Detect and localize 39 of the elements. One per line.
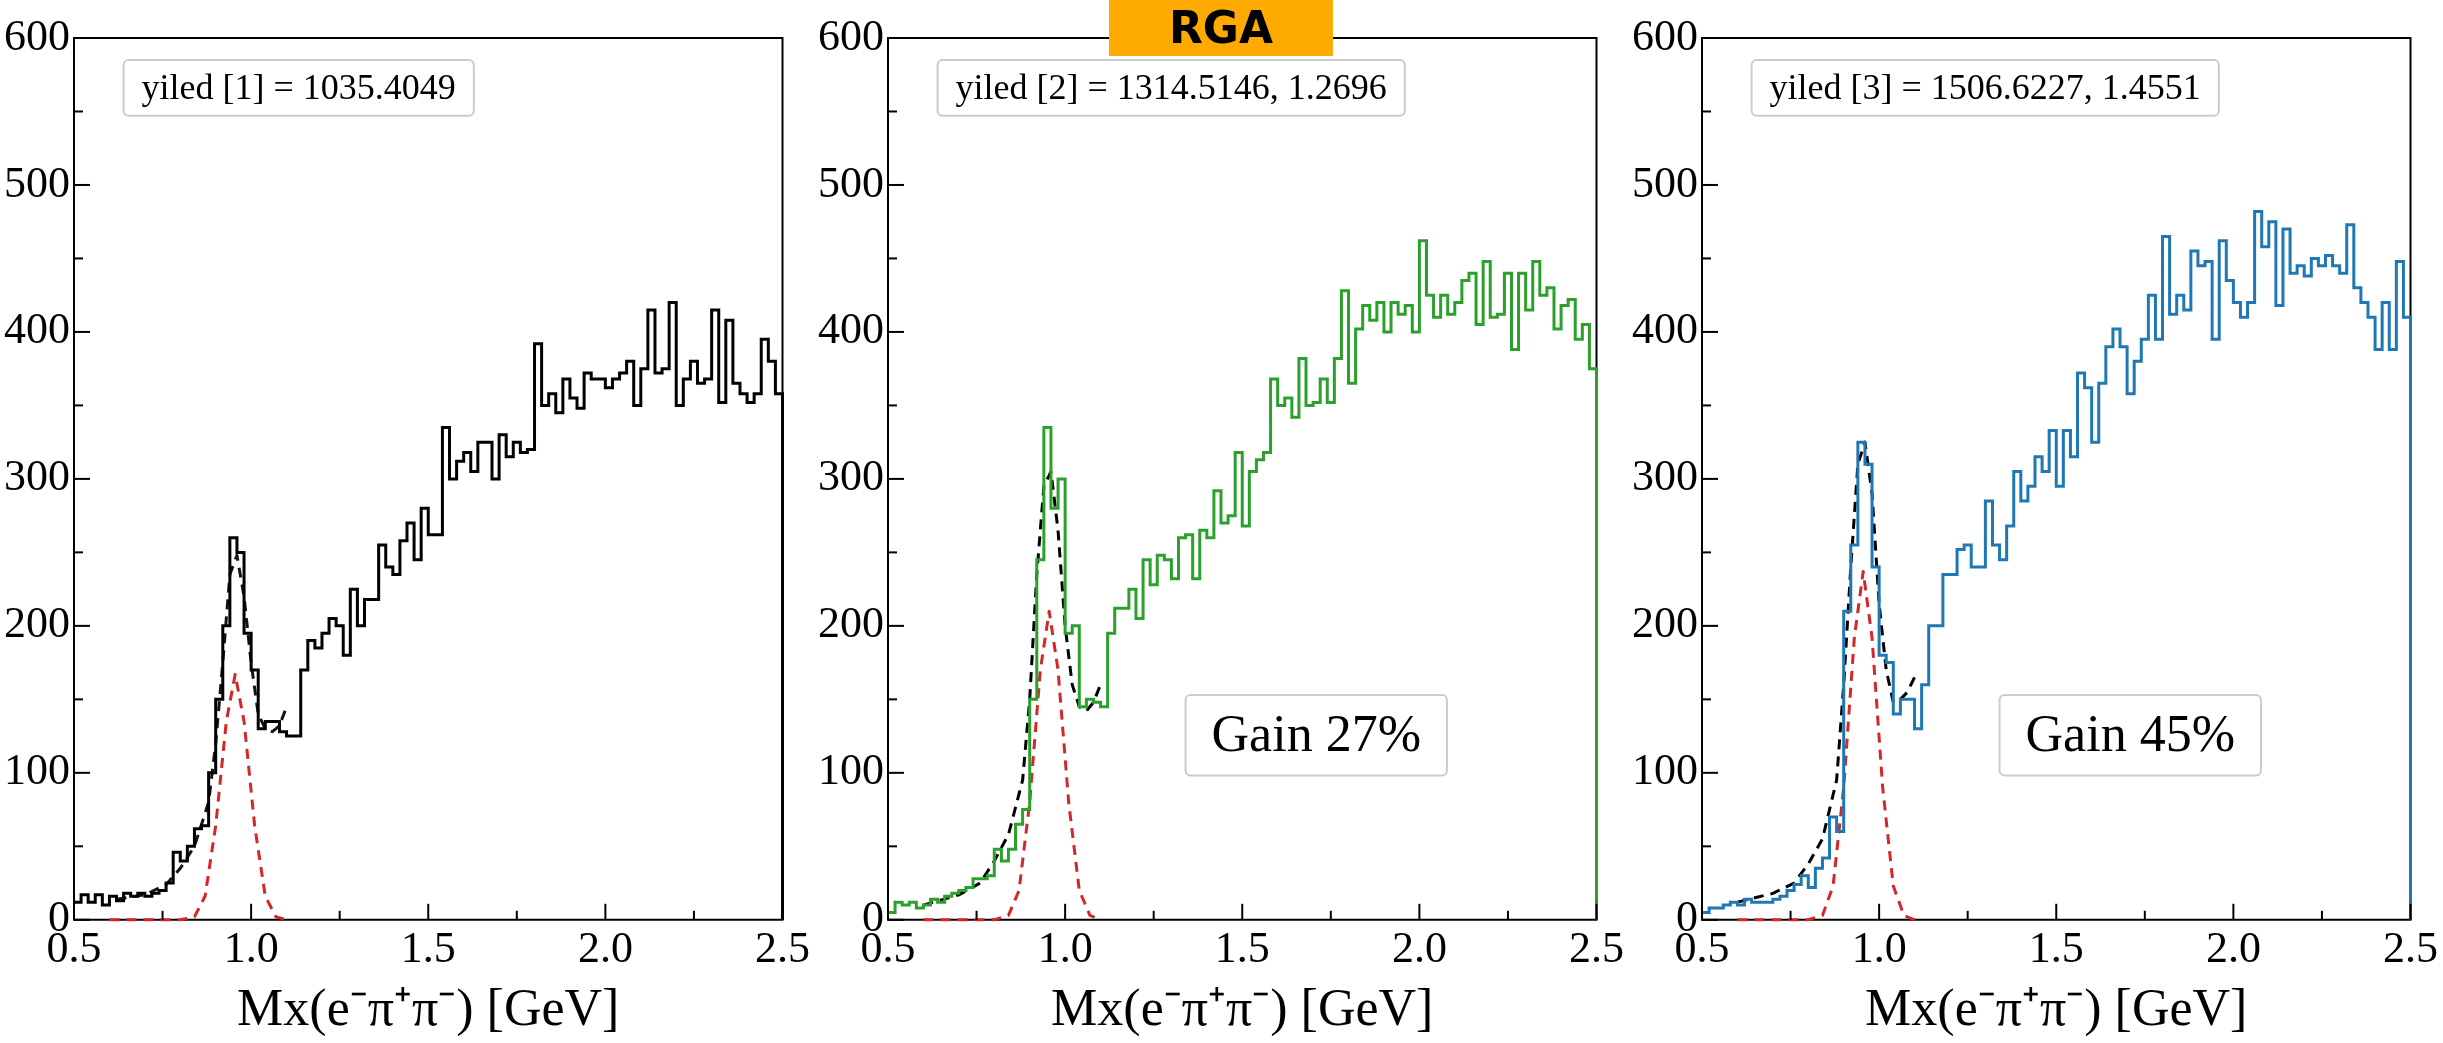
y-tick-label: 600 [818, 10, 884, 60]
annotation: Gain 45% [2025, 704, 2235, 762]
annotation: yiled [1] = 1035.4049 [141, 67, 456, 108]
x-tick-label: 2.0 [577, 922, 633, 972]
y-tick-label: 400 [818, 304, 884, 354]
x-tick-label: 2.5 [1569, 922, 1624, 972]
annotation: yiled [3] = 1506.6227, 1.4551 [1769, 67, 2201, 108]
x-tick-label: 1.0 [1037, 922, 1093, 972]
x-tick-label: 1.5 [1214, 922, 1270, 972]
y-tick-label: 100 [4, 745, 70, 795]
x-tick-label: 2.0 [2205, 922, 2261, 972]
y-tick-label: 200 [4, 598, 70, 648]
y-tick-label: 600 [4, 10, 70, 60]
x-tick-label: 2.0 [1391, 922, 1447, 972]
y-tick-label: 500 [1632, 157, 1698, 207]
y-tick-label: 600 [1632, 10, 1698, 60]
y-tick-label: 200 [818, 598, 884, 648]
y-tick-label: 400 [4, 304, 70, 354]
x-tick-label: 1.5 [400, 922, 456, 972]
y-tick-label: 100 [1632, 745, 1698, 795]
y-tick-label: 500 [818, 157, 884, 207]
y-tick-label: 100 [818, 745, 884, 795]
x-tick-label: 1.0 [1851, 922, 1907, 972]
annotation: Gain 27% [1211, 704, 1421, 762]
y-tick-label: 300 [4, 451, 70, 501]
x-axis-title: Mx(e⁻π⁺π⁻) [GeV] [1051, 979, 1434, 1038]
annotation: yiled [2] = 1314.5146, 1.2696 [955, 67, 1387, 108]
y-tick-label: 300 [818, 451, 884, 501]
x-axis-title: Mx(e⁻π⁺π⁻) [GeV] [1865, 979, 2248, 1038]
x-tick-label: 2.5 [2383, 922, 2438, 972]
x-axis-title: Mx(e⁻π⁺π⁻) [GeV] [237, 979, 620, 1038]
y-tick-label: 500 [4, 157, 70, 207]
x-tick-label: 2.5 [755, 922, 810, 972]
chart-title: RGA [1108, 0, 1334, 56]
x-tick-label: 1.5 [2028, 922, 2084, 972]
y-tick-label: 200 [1632, 598, 1698, 648]
x-tick-label: 1.0 [223, 922, 279, 972]
y-tick-label: 300 [1632, 451, 1698, 501]
y-tick-label: 400 [1632, 304, 1698, 354]
